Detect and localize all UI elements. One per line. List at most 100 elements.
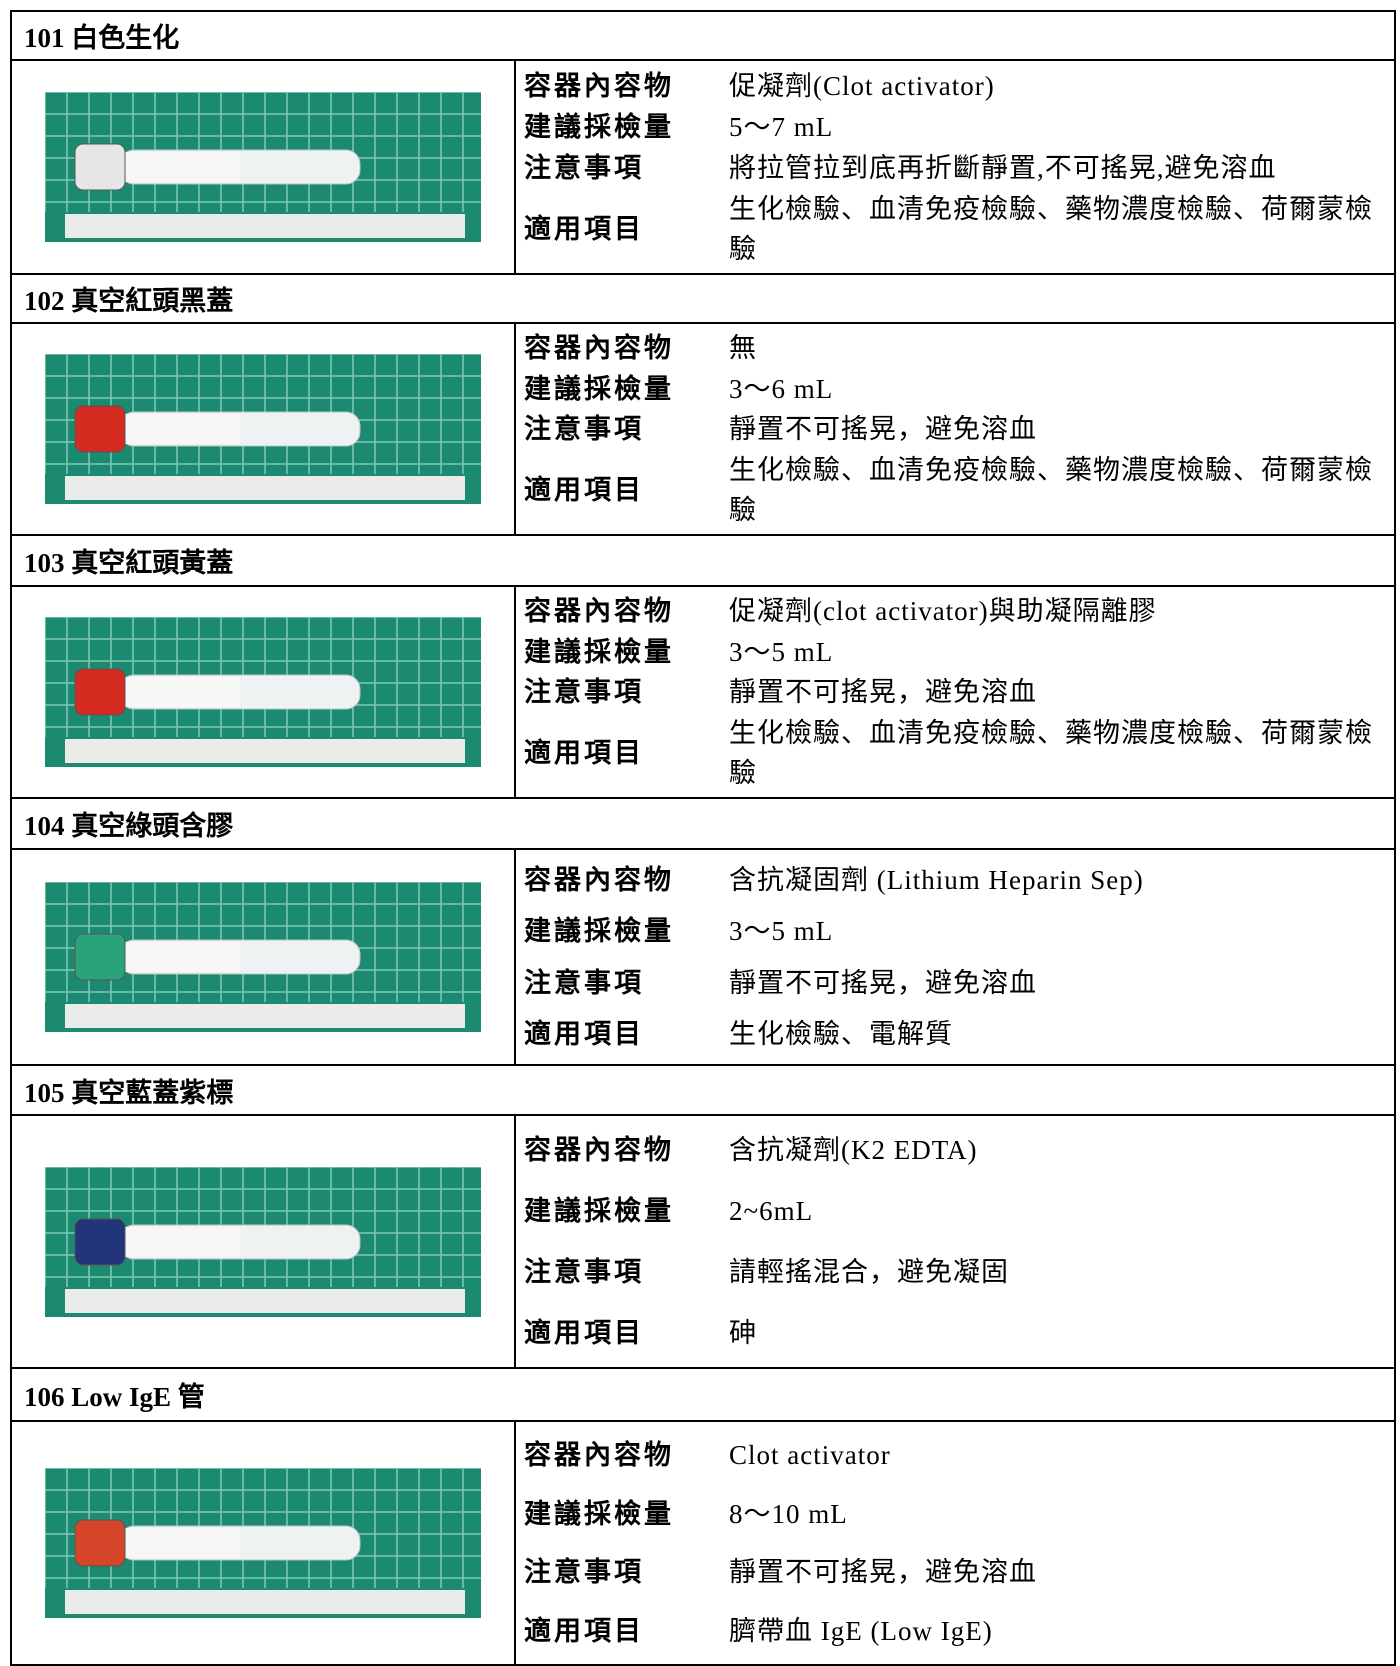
info-label: 注意事項 xyxy=(524,1557,644,1588)
info-value: 2~6mL xyxy=(729,1196,814,1227)
tube-photo xyxy=(45,354,481,504)
section-body: 容器內容物 含抗凝固劑 (Lithium Heparin Sep) 建議採檢量 3～5… xyxy=(12,850,1394,1066)
info-label: 容器內容物 xyxy=(524,1135,674,1166)
info-label: 適用項目 xyxy=(524,1019,644,1050)
info-value: 生化檢驗、血清免疫檢驗、藥物濃度檢驗、荷爾蒙檢驗 xyxy=(729,454,1373,525)
info-row: 注意事項 靜置不可搖晃，避免溶血 xyxy=(516,409,1394,449)
info-value: Clot activator xyxy=(729,1440,891,1471)
tube-photo xyxy=(45,1468,481,1618)
info-value: 無 xyxy=(729,333,757,364)
info-label: 注意事項 xyxy=(524,677,644,708)
info-value: 靜置不可搖晃，避免溶血 xyxy=(729,414,1037,445)
section-body: 容器內容物 促凝劑(clot activator)與助凝隔離膠建議採檢量 3～5 m… xyxy=(12,587,1394,799)
info-label: 建議採檢量 xyxy=(524,373,674,404)
info-row: 適用項目 生化檢驗、電解質 xyxy=(516,1014,1394,1054)
info-value: 3～5 mL xyxy=(729,916,834,947)
info-row: 適用項目 生化檢驗、血清免疫檢驗、藥物濃度檢驗、荷爾蒙檢驗 xyxy=(516,189,1394,269)
info-row: 注意事項 請輕搖混合，避免凝固 xyxy=(516,1252,1394,1292)
info-label: 容器內容物 xyxy=(524,1440,674,1471)
section-header: 101 白色生化 xyxy=(12,12,1394,61)
info-cell: 容器內容物 含抗凝固劑 (Lithium Heparin Sep) 建議採檢量 3～5… xyxy=(516,850,1394,1064)
info-label: 注意事項 xyxy=(524,1256,644,1287)
info-row: 建議採檢量 3～5 mL xyxy=(516,911,1394,951)
info-row: 容器內容物 含抗凝固劑 (Lithium Heparin Sep) xyxy=(516,860,1394,900)
photo-cell xyxy=(12,1116,516,1367)
info-value: 含抗凝固劑 (Lithium Heparin Sep) xyxy=(729,864,1144,895)
photo-cell xyxy=(12,850,516,1064)
info-label: 容器內容物 xyxy=(524,864,674,895)
info-value: 靜置不可搖晃，避免溶血 xyxy=(729,967,1037,998)
info-cell: 容器內容物 促凝劑(clot activator)與助凝隔離膠建議採檢量 3～5 m… xyxy=(516,587,1394,797)
info-value: 臍帶血 IgE (Low IgE) xyxy=(729,1615,993,1646)
info-label: 建議採檢量 xyxy=(524,111,674,142)
section-header: 106 Low IgE 管 xyxy=(12,1369,1394,1422)
info-label: 注意事項 xyxy=(524,414,644,445)
section-header: 104 真空綠頭含膠 xyxy=(12,799,1394,850)
info-row: 適用項目 生化檢驗、血清免疫檢驗、藥物濃度檢驗、荷爾蒙檢驗 xyxy=(516,713,1394,793)
info-label: 容器內容物 xyxy=(524,70,674,101)
info-label: 適用項目 xyxy=(524,213,644,244)
info-label: 建議採檢量 xyxy=(524,1196,674,1227)
info-row: 注意事項 靜置不可搖晃，避免溶血 xyxy=(516,963,1394,1003)
info-row: 注意事項 靜置不可搖晃，避免溶血 xyxy=(516,1552,1394,1592)
section-body: 容器內容物 無建議採檢量 3～6 mL 注意事項 靜置不可搖晃，避免溶血適用項目 生化檢驗… xyxy=(12,324,1394,536)
tube-photo xyxy=(45,617,481,767)
info-label: 適用項目 xyxy=(524,1317,644,1348)
info-cell: 容器內容物 無建議採檢量 3～6 mL 注意事項 靜置不可搖晃，避免溶血適用項目 生化檢驗… xyxy=(516,324,1394,534)
info-value: 含抗凝劑(K2 EDTA) xyxy=(729,1135,978,1166)
section-body: 容器內容物 促凝劑(Clot activator) 建議採檢量 5～7 mL 注意事項 將… xyxy=(12,61,1394,275)
info-value: 5～7 mL xyxy=(729,111,834,142)
info-label: 建議採檢量 xyxy=(524,636,674,667)
info-value: 8～10 mL xyxy=(729,1498,848,1529)
photo-cell xyxy=(12,324,516,534)
info-label: 適用項目 xyxy=(524,1615,644,1646)
tube-table: 101 白色生化 容器內容物 促凝劑(Clot activator) 建議採檢量 5～… xyxy=(10,10,1396,1666)
photo-cell xyxy=(12,587,516,797)
info-label: 建議採檢量 xyxy=(524,1498,674,1529)
section-header: 105 真空藍蓋紫標 xyxy=(12,1066,1394,1116)
info-value: 3～6 mL xyxy=(729,373,834,404)
info-value: 將拉管拉到底再折斷靜置,不可搖晃,避免溶血 xyxy=(729,152,1277,183)
info-cell: 容器內容物 促凝劑(Clot activator) 建議採檢量 5～7 mL 注意事項 將… xyxy=(516,61,1394,273)
info-value: 靜置不可搖晃，避免溶血 xyxy=(729,1557,1037,1588)
info-row: 適用項目 砷 xyxy=(516,1313,1394,1353)
info-row: 建議採檢量 3～5 mL xyxy=(516,632,1394,672)
info-row: 適用項目 生化檢驗、血清免疫檢驗、藥物濃度檢驗、荷爾蒙檢驗 xyxy=(516,450,1394,530)
info-label: 適用項目 xyxy=(524,474,644,505)
section-body: 容器內容物 含抗凝劑(K2 EDTA) 建議採檢量 2~6mL 注意事項 請輕搖混合，避免… xyxy=(12,1116,1394,1369)
info-row: 容器內容物 促凝劑(clot activator)與助凝隔離膠 xyxy=(516,591,1394,631)
info-row: 建議採檢量 3～6 mL xyxy=(516,369,1394,409)
info-row: 建議採檢量 5～7 mL xyxy=(516,107,1394,147)
info-row: 容器內容物 無 xyxy=(516,328,1394,368)
tube-photo xyxy=(45,92,481,242)
info-value: 促凝劑(clot activator)與助凝隔離膠 xyxy=(729,596,1157,627)
info-value: 砷 xyxy=(729,1317,757,1348)
info-value: 生化檢驗、血清免疫檢驗、藥物濃度檢驗、荷爾蒙檢驗 xyxy=(729,193,1373,264)
info-row: 注意事項 靜置不可搖晃，避免溶血 xyxy=(516,672,1394,712)
info-row: 適用項目 臍帶血 IgE (Low IgE) xyxy=(516,1611,1394,1651)
info-value: 生化檢驗、電解質 xyxy=(729,1019,953,1050)
info-label: 適用項目 xyxy=(524,737,644,768)
info-row: 容器內容物 含抗凝劑(K2 EDTA) xyxy=(516,1130,1394,1170)
info-row: 建議採檢量 2~6mL xyxy=(516,1191,1394,1231)
info-label: 注意事項 xyxy=(524,967,644,998)
section-header: 102 真空紅頭黑蓋 xyxy=(12,275,1394,324)
photo-cell xyxy=(12,1422,516,1664)
section-header: 103 真空紅頭黃蓋 xyxy=(12,536,1394,587)
info-value: 請輕搖混合，避免凝固 xyxy=(729,1256,1009,1287)
info-label: 注意事項 xyxy=(524,152,644,183)
info-value: 靜置不可搖晃，避免溶血 xyxy=(729,677,1037,708)
info-value: 3～5 mL xyxy=(729,636,834,667)
section-body: 容器內容物 Clot activator 建議採檢量 8～10 mL 注意事項 靜置不可搖… xyxy=(12,1422,1394,1666)
info-row: 容器內容物 促凝劑(Clot activator) xyxy=(516,66,1394,106)
tube-photo xyxy=(45,1166,481,1317)
photo-cell xyxy=(12,61,516,273)
info-label: 容器內容物 xyxy=(524,333,674,364)
info-label: 建議採檢量 xyxy=(524,916,674,947)
info-row: 容器內容物 Clot activator xyxy=(516,1435,1394,1475)
info-value: 生化檢驗、血清免疫檢驗、藥物濃度檢驗、荷爾蒙檢驗 xyxy=(729,717,1373,788)
info-value: 促凝劑(Clot activator) xyxy=(729,70,995,101)
info-label: 容器內容物 xyxy=(524,596,674,627)
tube-photo xyxy=(45,882,481,1032)
